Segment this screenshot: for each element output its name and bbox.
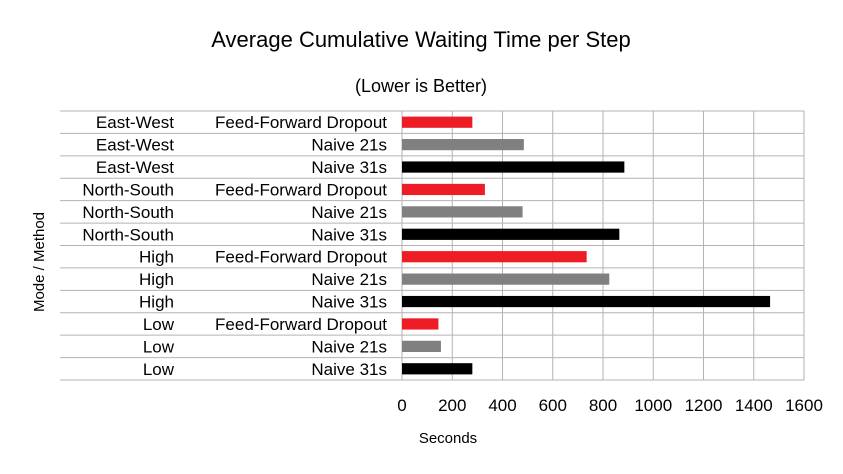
category-mode-label: Low bbox=[143, 315, 175, 334]
bar bbox=[402, 139, 524, 151]
category-mode-label: High bbox=[139, 293, 174, 312]
category-method-label: Naive 21s bbox=[311, 136, 387, 155]
x-tick-label: 600 bbox=[539, 396, 567, 415]
bar bbox=[402, 363, 473, 375]
chart-title: Average Cumulative Waiting Time per Step bbox=[211, 27, 630, 52]
y-axis-label: Mode / Method bbox=[31, 212, 48, 312]
bar bbox=[402, 116, 473, 128]
category-method-label: Naive 21s bbox=[311, 270, 387, 289]
category-method-label: Feed-Forward Dropout bbox=[215, 180, 387, 199]
bars bbox=[402, 116, 771, 375]
category-mode-label: East-West bbox=[96, 113, 174, 132]
bar bbox=[402, 295, 771, 308]
x-tick-label: 1000 bbox=[634, 396, 672, 415]
x-tick-label: 1600 bbox=[785, 396, 823, 415]
x-tick-label: 200 bbox=[438, 396, 466, 415]
category-method-label: Naive 31s bbox=[311, 360, 387, 379]
bar bbox=[402, 161, 625, 173]
chart-subtitle: (Lower is Better) bbox=[355, 76, 487, 96]
x-axis-label: Seconds bbox=[419, 430, 477, 447]
x-tick-label: 1200 bbox=[685, 396, 723, 415]
x-tick-label: 0 bbox=[397, 396, 406, 415]
category-method-label: Naive 31s bbox=[311, 293, 387, 312]
bar bbox=[402, 183, 485, 196]
category-method-label: Feed-Forward Dropout bbox=[215, 315, 387, 334]
category-mode-label: Low bbox=[143, 337, 175, 356]
x-tick-label: 800 bbox=[589, 396, 617, 415]
x-tick-label: 400 bbox=[488, 396, 516, 415]
category-mode-label: High bbox=[139, 270, 174, 289]
category-mode-label: North-South bbox=[82, 225, 174, 244]
category-mode-label: Low bbox=[143, 360, 175, 379]
bar bbox=[402, 251, 587, 263]
category-rows: East-West Feed-Forward Dropout East-West Na… bbox=[82, 113, 387, 379]
category-mode-label: North-South bbox=[82, 203, 174, 222]
category-mode-label: East-West bbox=[96, 158, 174, 177]
category-method-label: Naive 31s bbox=[311, 158, 387, 177]
category-method-label: Feed-Forward Dropout bbox=[215, 113, 387, 132]
category-mode-label: North-South bbox=[82, 180, 174, 199]
x-tick-labels: 0 200 400 600 800 1000 1200 1400 1600 bbox=[397, 396, 823, 415]
category-method-label: Naive 21s bbox=[311, 203, 387, 222]
bar bbox=[402, 318, 439, 330]
bar bbox=[402, 206, 523, 218]
bar bbox=[402, 273, 610, 285]
category-method-label: Naive 21s bbox=[311, 337, 387, 356]
bar bbox=[402, 340, 441, 352]
category-mode-label: East-West bbox=[96, 136, 174, 155]
category-method-label: Naive 31s bbox=[311, 225, 387, 244]
category-mode-label: High bbox=[139, 248, 174, 267]
category-method-label: Feed-Forward Dropout bbox=[215, 248, 387, 267]
bar bbox=[402, 228, 620, 240]
x-tick-label: 1400 bbox=[735, 396, 773, 415]
gridlines bbox=[60, 110, 805, 381]
